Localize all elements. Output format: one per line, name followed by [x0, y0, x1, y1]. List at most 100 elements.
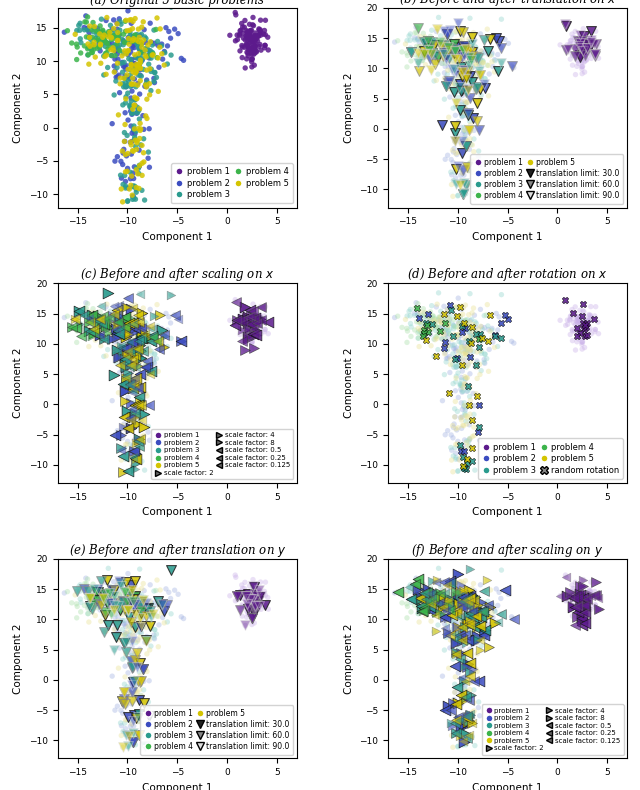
Point	[130, 322, 140, 335]
Point	[118, 598, 129, 611]
Point	[572, 590, 582, 603]
Point	[456, 169, 466, 182]
Point	[577, 607, 587, 619]
Point	[134, 288, 145, 300]
Point	[126, 422, 136, 434]
Point	[246, 24, 257, 36]
Point	[129, 58, 140, 70]
Point	[476, 70, 486, 82]
Point	[577, 343, 588, 356]
Point	[250, 322, 260, 334]
Point	[457, 83, 467, 96]
Point	[125, 412, 136, 424]
Point	[134, 694, 144, 706]
Point	[119, 402, 129, 415]
Point	[72, 585, 82, 598]
Point	[84, 340, 94, 353]
Point	[129, 682, 140, 694]
Point	[435, 325, 445, 337]
Point	[463, 104, 473, 117]
Point	[248, 34, 258, 47]
Point	[121, 59, 131, 72]
Point	[449, 678, 460, 690]
Point	[120, 628, 130, 641]
Point	[467, 731, 477, 743]
Title: (f) Before and after scaling on $y$: (f) Before and after scaling on $y$	[412, 542, 604, 559]
Point	[579, 607, 589, 619]
Point	[568, 600, 578, 613]
Point	[474, 675, 484, 687]
Point	[458, 735, 468, 747]
Point	[471, 663, 481, 675]
Point	[249, 341, 259, 354]
Point	[159, 341, 170, 354]
Point	[449, 614, 460, 626]
Point	[458, 188, 468, 201]
Point	[402, 322, 412, 335]
Point	[134, 381, 145, 393]
Point	[457, 717, 467, 730]
Point	[444, 662, 454, 675]
Point	[101, 608, 111, 620]
Point	[131, 66, 141, 79]
Point	[101, 576, 111, 589]
Point	[120, 636, 131, 649]
Point	[435, 311, 445, 324]
Point	[457, 365, 467, 378]
Point	[461, 409, 471, 422]
Point	[121, 91, 131, 103]
Point	[576, 605, 586, 618]
Point	[113, 318, 123, 331]
Point	[125, 653, 135, 666]
Point	[443, 615, 453, 627]
Point	[84, 306, 95, 318]
Point	[128, 660, 138, 673]
Point	[586, 328, 596, 340]
Point	[112, 23, 122, 36]
Point	[564, 589, 575, 602]
Point	[479, 77, 489, 90]
Point	[118, 342, 129, 355]
Point	[575, 45, 585, 58]
Point	[450, 45, 460, 58]
Point	[86, 46, 97, 58]
Point	[230, 9, 241, 21]
Point	[109, 317, 120, 329]
Point	[490, 341, 500, 354]
Point	[145, 329, 156, 342]
Point	[89, 36, 99, 48]
Point	[453, 332, 463, 344]
Point	[137, 307, 147, 319]
Point	[136, 614, 146, 626]
Point	[444, 325, 454, 337]
Point	[436, 316, 447, 329]
Point	[83, 325, 93, 338]
Point	[123, 345, 133, 358]
Point	[97, 318, 108, 330]
Point	[462, 647, 472, 660]
Point	[259, 585, 269, 598]
Point	[577, 42, 587, 55]
Point	[138, 345, 148, 358]
Point	[130, 299, 140, 311]
Point	[570, 32, 580, 44]
Point	[589, 325, 600, 338]
Point	[245, 593, 255, 606]
Point	[565, 589, 575, 601]
Point	[445, 310, 455, 322]
Point	[460, 133, 470, 145]
Point	[449, 402, 460, 415]
Point	[237, 40, 247, 52]
Point	[111, 75, 121, 88]
Point	[128, 66, 138, 78]
Point	[465, 709, 475, 721]
Point	[95, 325, 105, 338]
Point	[477, 598, 488, 611]
Point	[452, 329, 463, 341]
Point	[579, 305, 589, 318]
Point	[127, 442, 137, 455]
Point	[440, 317, 450, 329]
Point	[246, 36, 256, 48]
Point	[245, 601, 255, 614]
Point	[109, 623, 120, 636]
